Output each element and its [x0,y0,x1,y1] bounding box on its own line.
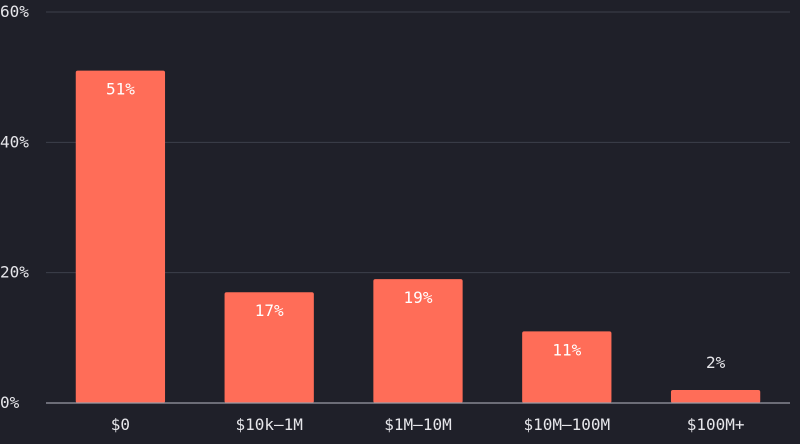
x-category-label: $10M–100M [523,415,610,434]
y-axis-ticks: 0% 20% 40% 60% [0,2,29,412]
x-category-label: $100M+ [687,415,745,434]
x-category-label: $1M–10M [384,415,451,434]
grid-layer [46,11,790,274]
bars [75,70,761,404]
data-label: 51% [106,80,135,99]
x-axis-categories: $0 $10k–1M $1M–10M $10M–100M $100M+ [111,415,745,434]
x-category-label: $0 [111,415,130,434]
y-tick-label: 20% [0,263,29,282]
y-tick-label: 60% [0,2,29,21]
data-label: 19% [404,288,433,307]
data-label: 2% [706,353,726,372]
bar [373,279,463,403]
data-label: 11% [552,340,581,359]
y-tick-label: 0% [0,393,20,412]
data-labels: 51% 17% 19% 11% 2% [106,80,726,372]
bar [670,389,761,403]
x-category-label: $10k–1M [235,415,302,434]
y-tick-label: 40% [0,132,29,151]
bar [75,70,166,404]
bar [224,292,314,403]
bar [522,331,612,403]
data-label: 17% [255,301,284,320]
